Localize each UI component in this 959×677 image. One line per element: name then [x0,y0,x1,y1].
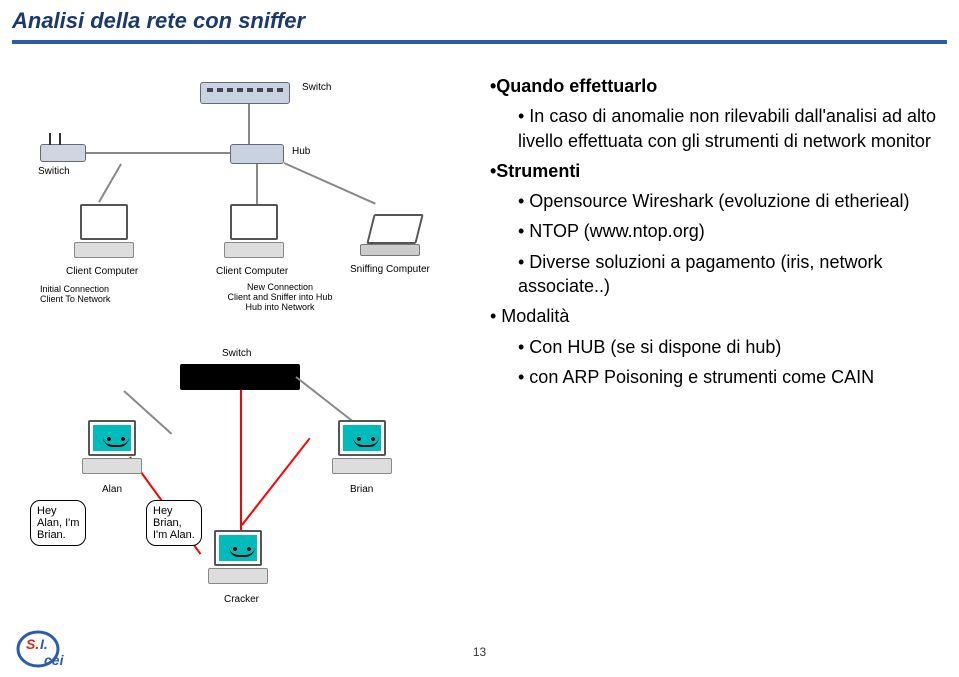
router-left [40,144,86,162]
red-line [240,390,242,530]
text-column: •Quando effettuarlo • In caso di anomali… [480,44,959,631]
red-line [241,438,310,526]
line [295,376,358,426]
sniffing-computer [360,214,428,258]
network-diagram: Switch Switich Hub Client Computer Clien… [10,64,470,624]
brian-speech: Hey Brian, I'm Alan. [146,500,202,546]
client-computer-2 [222,204,286,262]
page-number: 13 [473,645,486,659]
sniffer-label: Sniffing Computer [350,264,430,275]
svg-text:cei: cei [44,652,65,668]
cracker-computer [206,530,270,588]
hub-label: Hub [292,146,310,157]
svg-text:I.: I. [40,636,48,652]
content-row: Switch Switich Hub Client Computer Clien… [0,44,959,631]
alan-speech: Hey Alan, I'm Brian. [30,500,86,546]
alan-label: Alan [102,484,122,495]
switch-black [180,364,300,390]
brian-computer [330,420,394,478]
line [98,164,122,203]
diagram-column: Switch Switich Hub Client Computer Clien… [0,44,480,631]
bullet-arp: • con ARP Poisoning e strumenti come CAI… [518,365,939,389]
switch-top-label: Switch [302,82,331,93]
client-computer-1 [72,204,136,262]
footer: S. I. cei 13 [0,627,959,677]
brian-label: Brian [350,484,373,495]
new-conn-text: New Connection Client and Sniffer into H… [210,282,350,312]
bullet-paid: • Diverse soluzioni a pagamento (iris, n… [518,250,939,299]
page-title: Analisi della rete con sniffer [12,8,947,34]
cracker-label: Cracker [224,594,259,605]
initial-conn-text: Initial Connection Client To Network [40,284,160,304]
sicei-logo: S. I. cei [14,629,84,669]
switich-label: Switich [38,166,70,177]
switch-top [200,82,290,104]
svg-text:S.: S. [26,636,39,652]
bullet-strumenti: •Strumenti [490,161,580,181]
client2-label: Client Computer [216,266,288,277]
switch-mid-label: Switch [222,348,251,359]
line [248,104,250,144]
bullet-quando: •Quando effettuarlo [490,76,657,96]
alan-computer [80,420,144,478]
bullet-wireshark: • Opensource Wireshark (evoluzione di et… [518,189,939,213]
bullet-modalita: • Modalità [490,304,939,328]
line [256,164,258,208]
bullet-ntop: • NTOP (www.ntop.org) [518,219,939,243]
line [86,152,230,154]
client1-label: Client Computer [66,266,138,277]
bullet-hub: • Con HUB (se si dispone di hub) [518,335,939,359]
bullet-quando-sub: • In caso di anomalie non rilevabili dal… [518,104,939,153]
hub-box [230,144,284,164]
line [284,162,376,205]
